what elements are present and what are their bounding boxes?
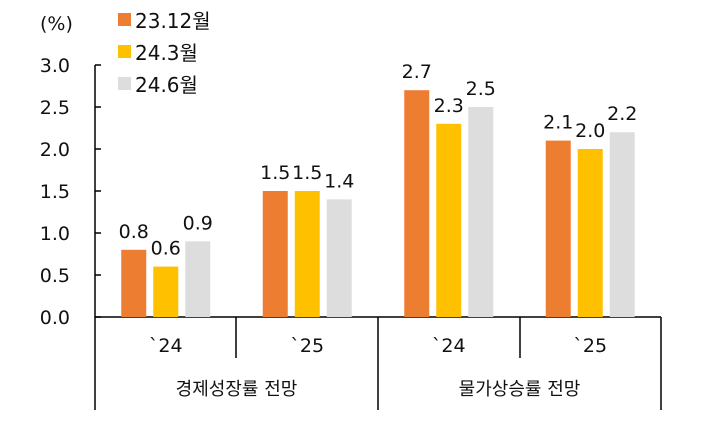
- bar-24.3월: [436, 123, 462, 317]
- y-tick-label: 0.5: [40, 265, 70, 287]
- group-label: 물가상승률 전망: [459, 379, 581, 400]
- bar-24.6월: [185, 241, 211, 317]
- data-label: 2.1: [543, 112, 573, 134]
- bar-24.3월: [153, 266, 179, 317]
- bar-23.12월: [404, 90, 430, 317]
- bar-23.12월: [545, 140, 571, 317]
- legend-swatch: [118, 77, 131, 90]
- bar-24.3월: [577, 149, 603, 317]
- x-tick-label: `25: [573, 335, 607, 357]
- y-tick-label: 0.0: [40, 307, 70, 329]
- bar-24.3월: [294, 191, 320, 317]
- data-label: 2.2: [607, 103, 637, 125]
- x-tick-label: `24: [432, 335, 466, 357]
- unit-label: (%): [40, 13, 73, 35]
- y-tick-label: 1.0: [40, 223, 70, 245]
- legend-swatch: [118, 13, 131, 26]
- data-label: 1.4: [324, 170, 354, 192]
- data-label: 1.5: [260, 162, 290, 184]
- legend-swatch: [118, 45, 131, 58]
- data-label: 1.5: [292, 162, 322, 184]
- data-label: 0.6: [151, 238, 181, 260]
- data-label: 0.9: [183, 212, 213, 234]
- legend-label: 24.6월: [135, 73, 198, 97]
- legend-label: 23.12월: [135, 9, 211, 33]
- data-label: 2.3: [434, 95, 464, 117]
- bar-24.6월: [468, 107, 494, 317]
- x-tick-label: `25: [290, 335, 324, 357]
- group-label: 경제성장률 전망: [176, 379, 298, 400]
- data-label: 2.0: [575, 120, 605, 142]
- bar-24.6월: [609, 132, 635, 317]
- x-tick-label: `24: [149, 335, 183, 357]
- data-label: 2.7: [402, 61, 432, 83]
- y-tick-label: 3.0: [40, 55, 70, 77]
- y-tick-label: 2.0: [40, 139, 70, 161]
- bar-23.12월: [121, 249, 147, 317]
- bar-24.6월: [326, 199, 352, 317]
- bar-23.12월: [262, 191, 288, 317]
- legend-label: 24.3월: [135, 41, 198, 65]
- y-tick-label: 1.5: [40, 181, 70, 203]
- data-label: 2.5: [466, 78, 496, 100]
- y-tick-label: 2.5: [40, 97, 70, 119]
- data-label: 0.8: [119, 221, 149, 243]
